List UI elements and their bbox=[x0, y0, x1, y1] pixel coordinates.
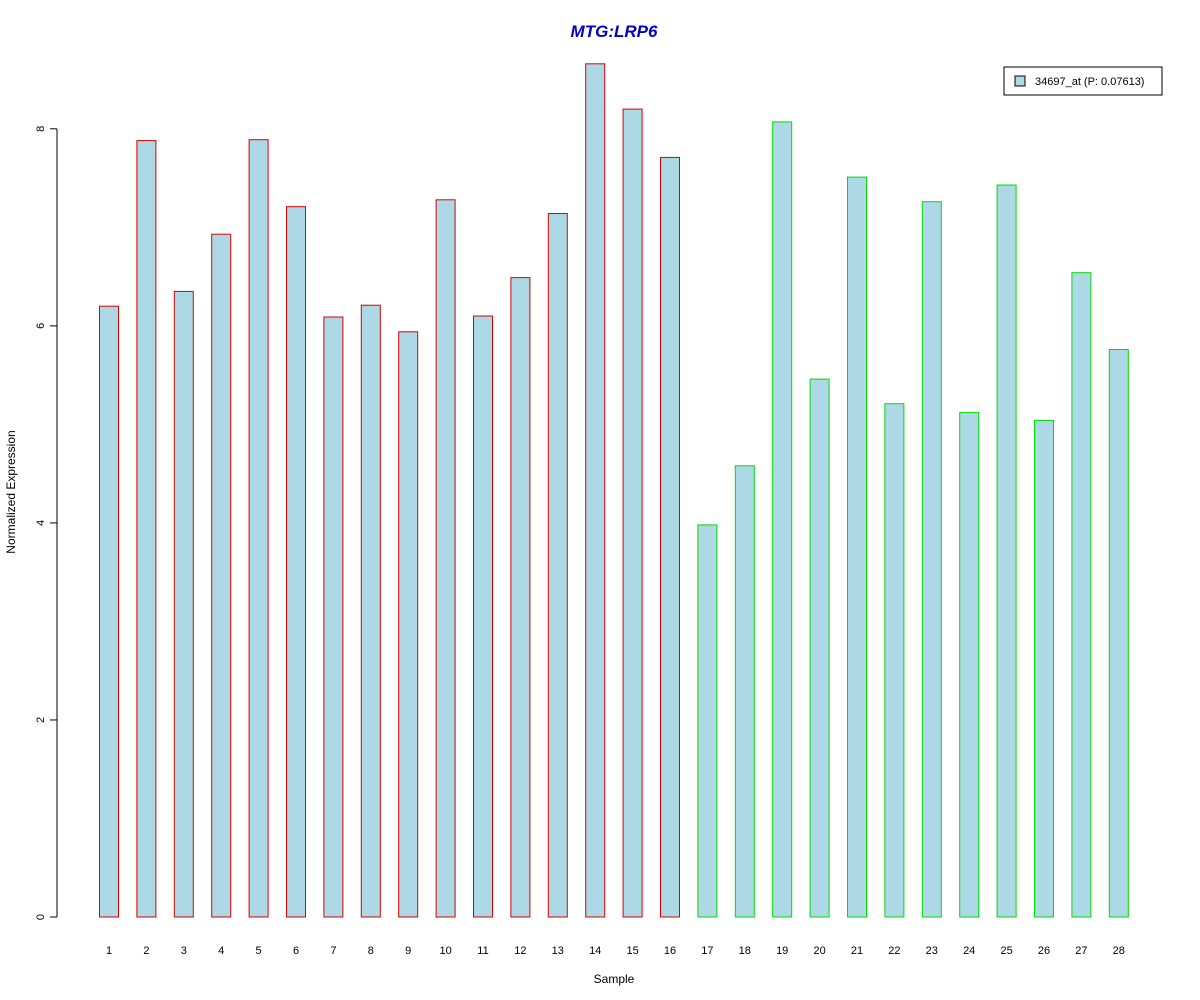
x-tick-label: 1 bbox=[106, 945, 112, 957]
x-tick-label: 8 bbox=[368, 945, 374, 957]
x-axis-label: Sample bbox=[594, 972, 635, 986]
bar-sample-2 bbox=[136, 140, 157, 918]
x-tick-label: 27 bbox=[1075, 945, 1087, 957]
bar-sample-12 bbox=[510, 277, 531, 918]
legend: 34697_at (P: 0.07613) bbox=[1003, 66, 1163, 96]
x-tick-label: 13 bbox=[552, 945, 564, 957]
x-tick-label: 5 bbox=[256, 945, 262, 957]
bar-sample-27 bbox=[1071, 272, 1092, 918]
bar-sample-1 bbox=[99, 305, 119, 918]
bars bbox=[99, 63, 1129, 918]
bar-sample-20 bbox=[809, 378, 830, 918]
bar-sample-9 bbox=[398, 331, 419, 918]
bar-sample-3 bbox=[173, 290, 194, 918]
x-tick-label: 10 bbox=[439, 945, 451, 957]
bar-sample-16 bbox=[660, 156, 680, 918]
bar-sample-28 bbox=[1108, 349, 1129, 918]
bar-sample-21 bbox=[847, 176, 867, 918]
bar-sample-14 bbox=[585, 63, 606, 918]
bar-sample-13 bbox=[547, 213, 568, 918]
x-tick-label: 28 bbox=[1113, 945, 1125, 957]
x-tick-label: 15 bbox=[626, 945, 638, 957]
x-tick-label: 26 bbox=[1038, 945, 1050, 957]
bar-sample-19 bbox=[772, 121, 793, 918]
bar-sample-15 bbox=[622, 108, 643, 918]
bar-sample-17 bbox=[697, 524, 718, 918]
x-tick-label: 25 bbox=[1000, 945, 1012, 957]
x-tick-label: 3 bbox=[181, 945, 187, 957]
chart-title: MTG:LRP6 bbox=[571, 22, 658, 41]
y-tick-label: 0 bbox=[35, 914, 47, 920]
bar-sample-6 bbox=[286, 206, 306, 918]
bar-sample-4 bbox=[211, 233, 232, 918]
bar-sample-10 bbox=[435, 199, 456, 918]
bar-sample-22 bbox=[884, 403, 905, 918]
y-tick-label: 2 bbox=[35, 717, 47, 723]
y-axis-label: Normalized Expression bbox=[4, 430, 18, 553]
x-tick-label: 14 bbox=[589, 945, 601, 957]
bar-sample-18 bbox=[734, 465, 755, 918]
x-tick-label: 11 bbox=[477, 945, 488, 957]
legend-box bbox=[1003, 66, 1163, 96]
x-tick-label: 22 bbox=[888, 945, 900, 957]
x-tick-label: 18 bbox=[739, 945, 751, 957]
x-tick-label: 20 bbox=[813, 945, 825, 957]
bar-sample-8 bbox=[360, 304, 381, 918]
bar-sample-25 bbox=[996, 184, 1017, 918]
x-tick-label: 4 bbox=[218, 945, 224, 957]
x-tick-label: 23 bbox=[926, 945, 938, 957]
x-tick-label: 7 bbox=[330, 945, 336, 957]
y-tick-label: 6 bbox=[35, 323, 47, 329]
x-tick-label: 9 bbox=[405, 945, 411, 957]
legend-swatch bbox=[1014, 75, 1026, 87]
bar-sample-24 bbox=[959, 412, 980, 918]
bar-sample-11 bbox=[473, 315, 493, 918]
x-tick-label: 12 bbox=[514, 945, 526, 957]
x-tick-label: 17 bbox=[701, 945, 713, 957]
x-tick-labels: 1 2 3 4 5 6 7 8 9 10 11 12 13 14 15 16 17 18 19 20 21 22 23 24 2… bbox=[106, 945, 1125, 957]
bar-sample-7 bbox=[323, 316, 344, 918]
x-tick-label: 19 bbox=[776, 945, 788, 957]
x-tick-label: 2 bbox=[143, 945, 149, 957]
bar-sample-23 bbox=[921, 201, 942, 918]
y-tick-label: 8 bbox=[35, 126, 47, 132]
y-tick-label: 4 bbox=[35, 520, 47, 526]
x-tick-label: 16 bbox=[664, 945, 676, 957]
x-tick-label: 6 bbox=[293, 945, 299, 957]
bar-sample-26 bbox=[1034, 419, 1054, 918]
y-axis: 0 2 4 6 8 bbox=[35, 126, 58, 920]
bar-sample-5 bbox=[248, 139, 269, 918]
legend-label: 34697_at (P: 0.07613) bbox=[1035, 76, 1144, 88]
x-tick-label: 21 bbox=[851, 945, 863, 957]
x-tick-label: 24 bbox=[963, 945, 975, 957]
